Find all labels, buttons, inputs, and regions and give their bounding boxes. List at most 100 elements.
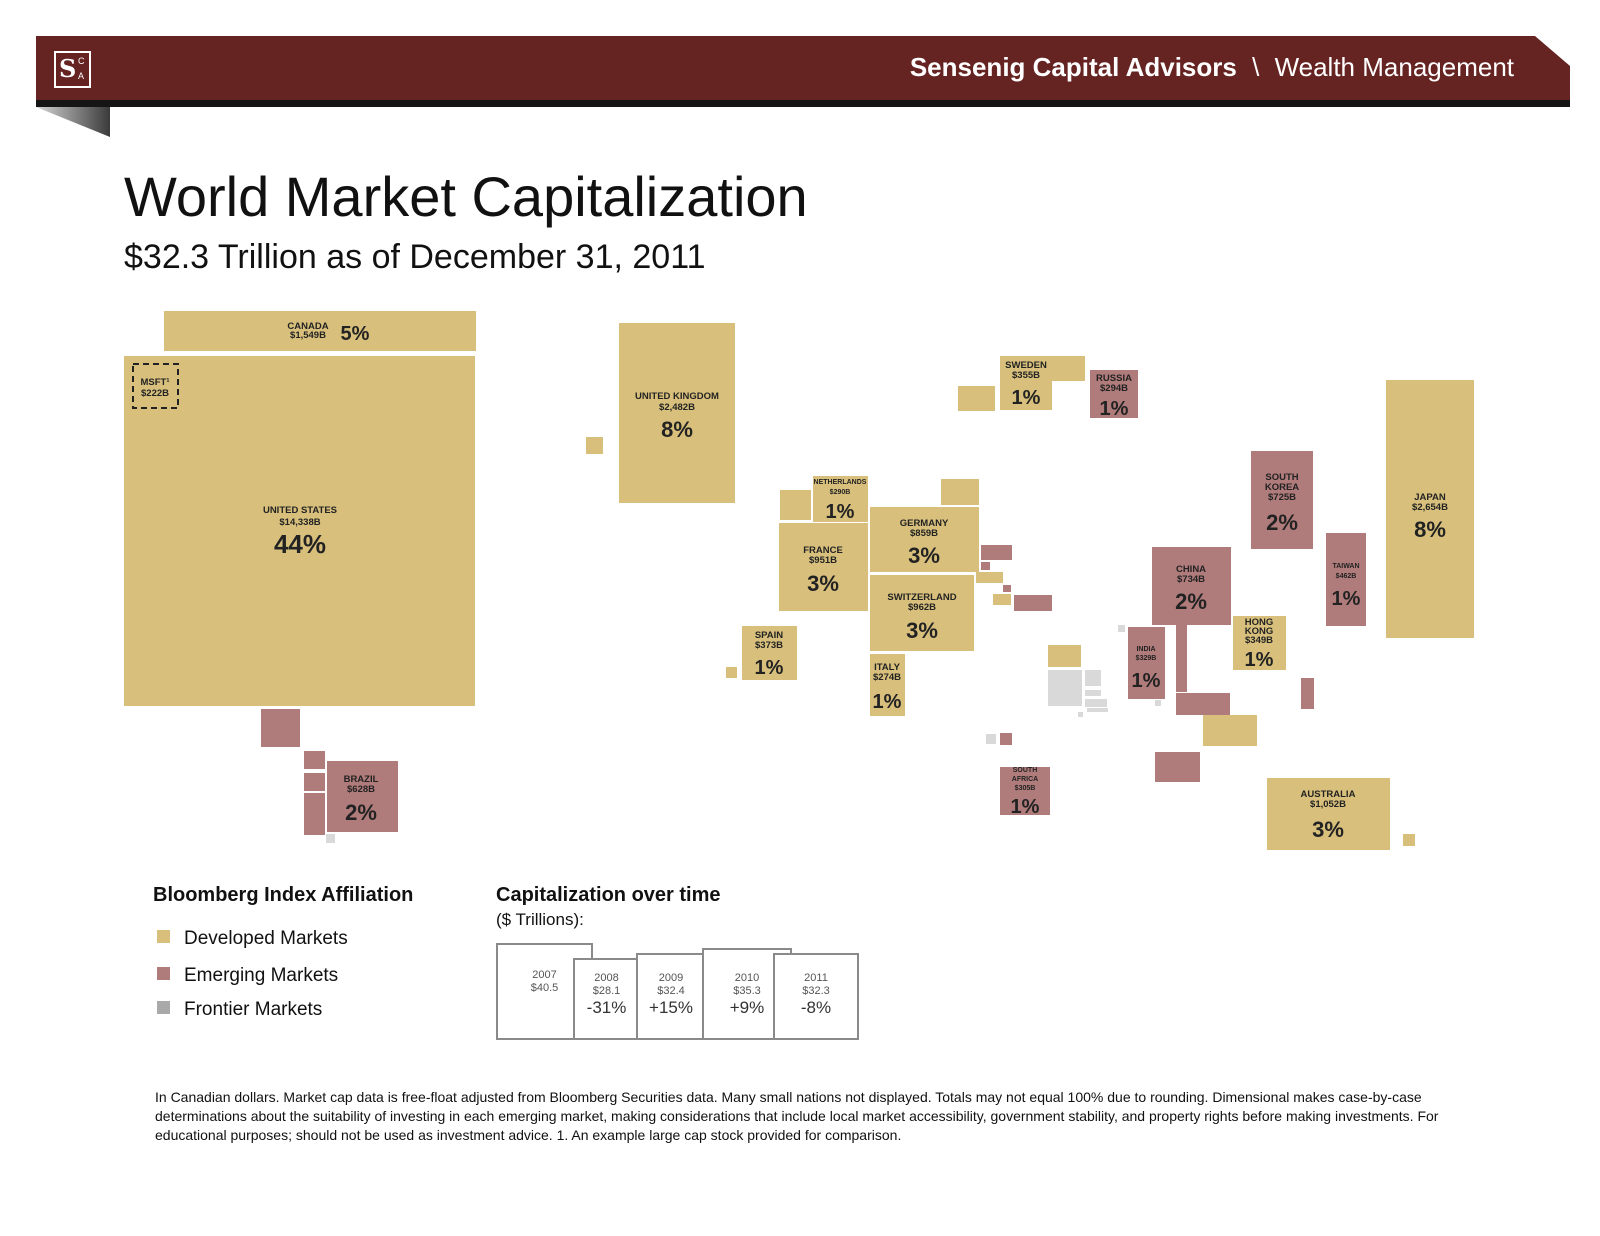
- country-australia: [1267, 778, 1390, 850]
- country-south-korea: [1251, 451, 1313, 549]
- minor-market-developed-5: [726, 667, 737, 678]
- cap-year-2008: 2008: [594, 972, 619, 984]
- country-label-spain: SPAIN: [755, 630, 783, 641]
- country-south-africa: [1000, 767, 1050, 815]
- country-pct-hong-kong: 1%: [1245, 649, 1274, 671]
- minor-market-developed-9: [1203, 715, 1257, 746]
- country-label-australia: AUSTRALIA: [1301, 789, 1356, 800]
- cap-over-time-title: Capitalization over time: [496, 884, 721, 906]
- country-value-australia: $1,052B: [1310, 799, 1346, 810]
- minor-market-emerging-20: [304, 751, 325, 769]
- country-japan: [1386, 380, 1474, 638]
- cap-value-2007: $40.5: [530, 982, 559, 994]
- brand-title: Sensenig Capital Advisors \ Wealth Manag…: [910, 52, 1514, 83]
- country-pct-canada: 5%: [341, 323, 370, 345]
- country-pct-taiwan: 1%: [1332, 588, 1361, 610]
- cap-value-2009: $32.4: [657, 985, 685, 997]
- country-value-russia: $294B: [1100, 383, 1128, 394]
- country-united-states: [124, 356, 475, 706]
- country-value-taiwan: $462B: [1336, 573, 1357, 580]
- cap-year-2007: 2007: [532, 969, 557, 981]
- minor-market-developed-3: [1052, 356, 1085, 381]
- minor-market-frontier-32: [1155, 700, 1161, 706]
- legend-swatch-frontier: [157, 1001, 170, 1014]
- minor-market-emerging-15: [1176, 624, 1187, 692]
- country-value-brazil: $628B: [347, 784, 375, 795]
- minor-market-frontier-33: [1078, 712, 1083, 717]
- cap-change-2011: -8%: [800, 998, 832, 1017]
- country-value-india: $329B: [1136, 655, 1157, 662]
- country-pct-switzerland: 3%: [906, 618, 938, 643]
- header-underline: [36, 100, 1570, 107]
- minor-market-emerging-11: [981, 545, 1012, 560]
- country-pct-south-korea: 2%: [1266, 510, 1298, 535]
- country-sweden: [1000, 356, 1052, 410]
- country-label-sweden: SWEDEN: [1005, 360, 1047, 371]
- country-value-germany: $859B: [910, 528, 938, 539]
- country-label-canada: CANADA: [287, 321, 328, 332]
- country-label-south-korea-2: KOREA: [1265, 482, 1299, 493]
- country-russia: [1090, 370, 1138, 418]
- country-spain: [742, 626, 797, 680]
- country-label-japan: JAPAN: [1414, 492, 1446, 503]
- msft-comparison-box: [132, 363, 179, 409]
- legend-swatch-developed: [157, 930, 170, 943]
- legend-label-developed: Developed Markets: [184, 928, 348, 949]
- minor-market-developed-0: [586, 437, 603, 454]
- minor-market-frontier-27: [1085, 699, 1107, 707]
- country-label-hong-kong-2: KONG: [1245, 626, 1274, 637]
- minor-market-frontier-29: [986, 734, 996, 744]
- cap-year-2010: 2010: [734, 972, 760, 984]
- country-united-kingdom: [619, 323, 735, 503]
- country-netherlands: [813, 476, 868, 522]
- msft-value: $222B: [141, 388, 169, 399]
- legend-item-frontier: Frontier Markets: [157, 999, 322, 1021]
- minor-market-emerging-22: [304, 793, 325, 835]
- country-label-united-kingdom: UNITED KINGDOM: [635, 391, 719, 402]
- country-value-spain: $373B: [755, 640, 783, 651]
- country-value-france: $951B: [809, 555, 837, 566]
- minor-market-emerging-23: [1000, 733, 1012, 745]
- country-value-italy: $274B: [873, 672, 901, 683]
- cap-value-2008: $28.1: [592, 985, 621, 997]
- footnote: In Canadian dollars. Market cap data is …: [155, 1089, 1439, 1143]
- cap-box-2009: 2009 $32.4 +15%: [636, 953, 706, 1040]
- country-india: [1128, 627, 1165, 699]
- country-pct-united-kingdom: 8%: [661, 417, 693, 442]
- country-value-hong-kong: $349B: [1245, 635, 1273, 646]
- minor-market-emerging-19: [261, 709, 300, 747]
- page-title: World Market Capitalization: [124, 165, 808, 228]
- country-switzerland: [870, 575, 974, 651]
- country-label-taiwan: TAIWAN: [1332, 563, 1359, 570]
- country-france: [779, 523, 868, 611]
- country-label-germany: GERMANY: [900, 518, 949, 529]
- legend-title: Bloomberg Index Affiliation: [153, 884, 414, 906]
- legend-label-frontier: Frontier Markets: [184, 999, 323, 1020]
- country-pct-germany: 3%: [908, 543, 940, 568]
- logo-letter-a: A: [78, 71, 85, 81]
- country-germany: [870, 507, 979, 572]
- legend-item-developed: Developed Markets: [157, 928, 348, 950]
- country-brazil: [327, 761, 398, 832]
- country-pct-spain: 1%: [755, 657, 784, 679]
- country-value-china: $734B: [1177, 574, 1205, 585]
- country-pct-sweden: 1%: [1012, 387, 1041, 409]
- minor-market-emerging-14: [1014, 595, 1052, 611]
- minor-market-developed-8: [1048, 645, 1081, 667]
- minor-market-frontier-31: [1118, 625, 1125, 632]
- minor-market-emerging-12: [981, 562, 990, 570]
- country-value-south-africa: $305B: [1015, 785, 1036, 792]
- legend-swatch-emerging: [157, 967, 170, 980]
- cap-box-2008: 2008 $28.1 -31%: [573, 958, 640, 1040]
- msft-label: MSFT¹: [140, 377, 169, 388]
- country-label-hong-kong: HONG: [1245, 617, 1274, 628]
- country-value-south-korea: $725B: [1268, 492, 1296, 503]
- country-value-sweden: $355B: [1012, 370, 1040, 381]
- minor-market-emerging-13: [1003, 585, 1011, 592]
- minor-market-frontier-28: [1087, 708, 1108, 712]
- minor-market-developed-4: [958, 386, 995, 411]
- minor-market-developed-7: [993, 594, 1011, 605]
- cap-year-2011: 2011: [804, 972, 828, 984]
- minor-market-developed-2: [941, 479, 979, 505]
- minor-market-frontier-30: [326, 834, 335, 843]
